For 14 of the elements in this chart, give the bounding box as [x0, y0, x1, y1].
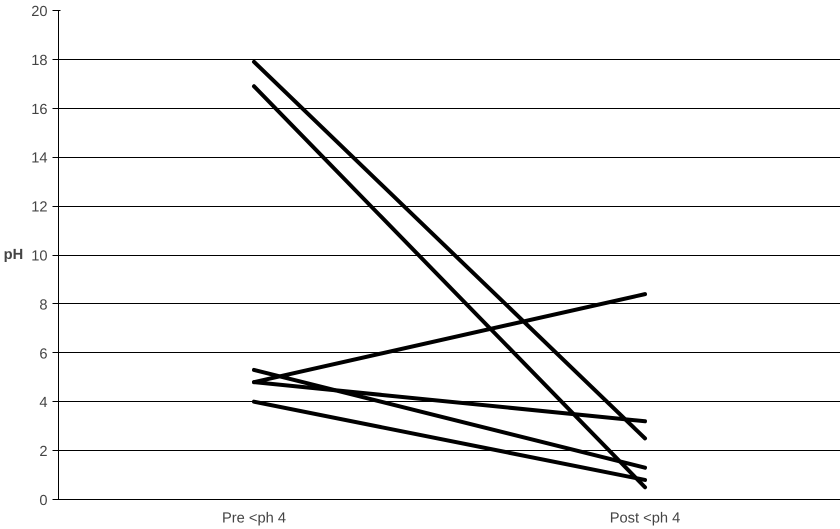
y-tick-label: 20 — [31, 4, 48, 20]
y-tick-label: 10 — [31, 248, 48, 264]
y-tick-label: 4 — [39, 395, 48, 412]
y-axis-title: pH — [4, 247, 24, 263]
y-tick-label: 0 — [39, 493, 48, 509]
y-tick-label: 2 — [39, 444, 48, 460]
x-tick-label: Pre <ph 4 — [222, 510, 286, 526]
y-tick-label: 14 — [31, 150, 48, 167]
y-tick-label: 16 — [31, 102, 48, 118]
y-tick-label: 6 — [39, 346, 48, 362]
y-tick-label: 12 — [31, 200, 48, 216]
x-tick-label: Post <ph 4 — [610, 510, 680, 526]
y-tick-label: 18 — [31, 52, 48, 69]
y-tick-label: 8 — [39, 297, 48, 314]
